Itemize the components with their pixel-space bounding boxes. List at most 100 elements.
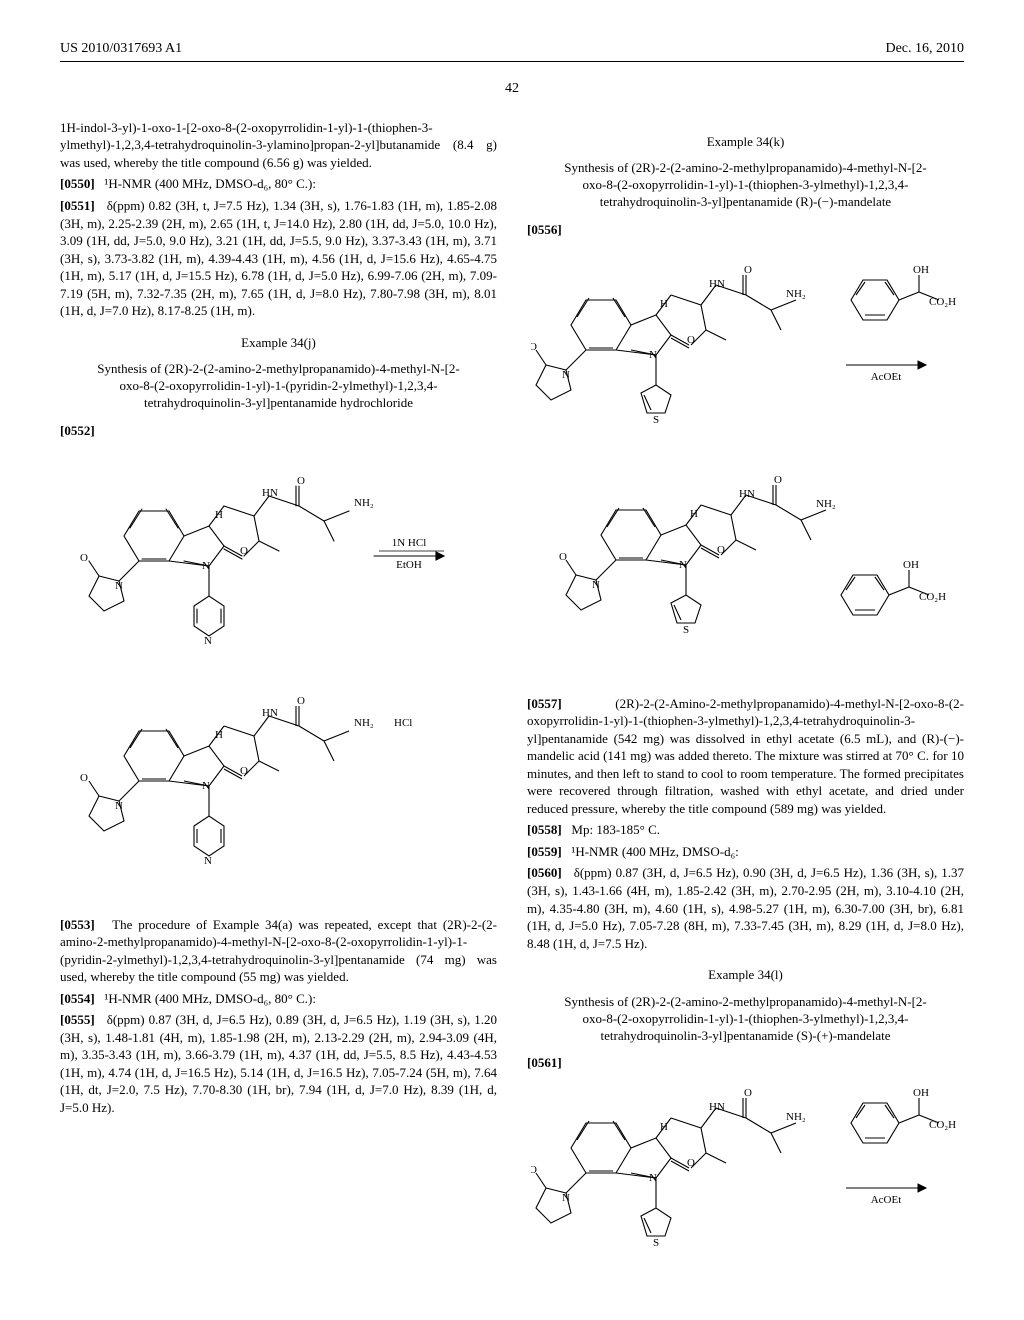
svg-text:O: O bbox=[240, 545, 248, 557]
synthesis-title: Synthesis of (2R)-2-(2-amino-2-methylpro… bbox=[557, 160, 934, 211]
paragraph: [0552] bbox=[60, 422, 497, 440]
chemical-structure-34l: AcOEt OH CO₂H NH₂ HN H O N O O S N bbox=[527, 1078, 964, 1248]
svg-text:EtOH: EtOH bbox=[396, 559, 422, 571]
page-number: 42 bbox=[60, 80, 964, 99]
para-text: δ(ppm) 0.87 (3H, d, J=6.5 Hz), 0.90 (3H,… bbox=[527, 865, 964, 950]
svg-text:O: O bbox=[687, 1157, 695, 1169]
paragraph: [0554] ¹H-NMR (400 MHz, DMSO-d₆, 80° C.)… bbox=[60, 990, 497, 1008]
svg-text:HN: HN bbox=[709, 1101, 725, 1113]
example-heading: Example 34(k) bbox=[527, 133, 964, 151]
svg-text:1N HCl: 1N HCl bbox=[391, 537, 426, 549]
synthesis-title: Synthesis of (2R)-2-(2-amino-2-methylpro… bbox=[90, 361, 467, 412]
example-heading: Example 34(j) bbox=[60, 334, 497, 352]
svg-text:OH: OH bbox=[913, 1087, 929, 1099]
svg-text:HN: HN bbox=[262, 707, 278, 719]
svg-text:H: H bbox=[660, 1121, 668, 1133]
para-number: [0559] bbox=[527, 844, 562, 859]
paragraph: [0551] δ(ppm) 0.82 (3H, t, J=7.5 Hz), 1.… bbox=[60, 197, 497, 320]
svg-text:HN: HN bbox=[739, 488, 755, 500]
svg-text:CO₂H: CO₂H bbox=[919, 591, 946, 603]
svg-text:O: O bbox=[297, 475, 305, 487]
svg-text:OH: OH bbox=[913, 264, 929, 276]
svg-text:O: O bbox=[240, 765, 248, 777]
svg-text:CO₂H: CO₂H bbox=[929, 296, 956, 308]
para-text: ¹H-NMR (400 MHz, DMSO-d₆, 80° C.): bbox=[104, 176, 316, 191]
synthesis-title: Synthesis of (2R)-2-(2-amino-2-methylpro… bbox=[557, 994, 934, 1045]
svg-text:O: O bbox=[717, 544, 725, 556]
paragraph: 1H-indol-3-yl)-1-oxo-1-[2-oxo-8-(2-oxopy… bbox=[60, 119, 497, 172]
para-text: δ(ppm) 0.82 (3H, t, J=7.5 Hz), 1.34 (3H,… bbox=[60, 198, 497, 318]
paragraph: [0555] δ(ppm) 0.87 (3H, d, J=6.5 Hz), 0.… bbox=[60, 1011, 497, 1116]
svg-text:O: O bbox=[559, 551, 567, 563]
paragraph: [0561] bbox=[527, 1054, 964, 1072]
para-text: The procedure of Example 34(a) was repea… bbox=[60, 917, 497, 985]
paragraph: [0557] (2R)-2-(2-Amino-2-methylpropanami… bbox=[527, 695, 964, 818]
paragraph: [0558] Mp: 183-185° C. bbox=[527, 821, 964, 839]
para-text: (2R)-2-(2-Amino-2-methylpropanamido)-4-m… bbox=[527, 696, 964, 816]
para-text: δ(ppm) 0.87 (3H, d, J=6.5 Hz), 0.89 (3H,… bbox=[60, 1012, 497, 1115]
svg-text:NH₂: NH₂ bbox=[816, 498, 836, 510]
svg-text:N: N bbox=[649, 1172, 657, 1184]
svg-text:AcOEt: AcOEt bbox=[870, 371, 901, 383]
svg-text:O: O bbox=[744, 1087, 752, 1099]
svg-text:H: H bbox=[215, 729, 223, 741]
svg-text:N: N bbox=[679, 559, 687, 571]
svg-text:N: N bbox=[562, 1192, 570, 1204]
pub-date: Dec. 16, 2010 bbox=[885, 40, 964, 59]
chemical-structure-34j: 1N HCl EtOH NH₂ HN H N O O N N O bbox=[60, 446, 497, 906]
example-heading: Example 34(l) bbox=[527, 966, 964, 984]
para-text: ¹H-NMR (400 MHz, DMSO-d₆, 80° C.): bbox=[104, 991, 316, 1006]
svg-text:N: N bbox=[202, 780, 210, 792]
svg-text:O: O bbox=[80, 552, 88, 564]
para-number: [0551] bbox=[60, 198, 95, 213]
svg-text:NH₂: NH₂ bbox=[786, 1111, 806, 1123]
paragraph: [0559] ¹H-NMR (400 MHz, DMSO-d₆: bbox=[527, 843, 964, 861]
svg-text:O: O bbox=[80, 772, 88, 784]
svg-text:O: O bbox=[531, 341, 537, 353]
svg-text:AcOEt: AcOEt bbox=[870, 1194, 901, 1206]
svg-text:NH₂: NH₂ bbox=[786, 288, 806, 300]
para-number: [0557] bbox=[527, 696, 562, 711]
svg-text:S: S bbox=[652, 414, 658, 426]
svg-text:N: N bbox=[649, 349, 657, 361]
paragraph: [0556] bbox=[527, 221, 964, 239]
page-header: US 2010/0317693 A1 Dec. 16, 2010 bbox=[60, 40, 964, 62]
svg-text:N: N bbox=[202, 560, 210, 572]
svg-text:O: O bbox=[297, 695, 305, 707]
svg-text:N: N bbox=[115, 800, 123, 812]
left-column: 1H-indol-3-yl)-1-oxo-1-[2-oxo-8-(2-oxopy… bbox=[60, 119, 497, 1258]
svg-text:O: O bbox=[687, 334, 695, 346]
svg-text:H: H bbox=[660, 298, 668, 310]
paragraph: [0560] δ(ppm) 0.87 (3H, d, J=6.5 Hz), 0.… bbox=[527, 864, 964, 952]
svg-text:S: S bbox=[652, 1237, 658, 1248]
paragraph: [0550] ¹H-NMR (400 MHz, DMSO-d₆, 80° C.)… bbox=[60, 175, 497, 193]
pub-number: US 2010/0317693 A1 bbox=[60, 40, 182, 59]
svg-text:O: O bbox=[774, 474, 782, 486]
para-text: ¹H-NMR (400 MHz, DMSO-d₆: bbox=[571, 844, 738, 859]
paragraph: [0553] The procedure of Example 34(a) wa… bbox=[60, 916, 497, 986]
svg-text:NH₂: NH₂ bbox=[354, 497, 374, 509]
para-number: [0558] bbox=[527, 822, 562, 837]
svg-text:O: O bbox=[531, 1164, 537, 1176]
svg-text:HN: HN bbox=[262, 487, 278, 499]
para-number: [0560] bbox=[527, 865, 562, 880]
svg-text:N: N bbox=[204, 635, 212, 647]
svg-text:HCl: HCl bbox=[394, 717, 412, 729]
para-number: [0552] bbox=[60, 423, 95, 438]
para-text: Mp: 183-185° C. bbox=[571, 822, 660, 837]
svg-text:N: N bbox=[592, 579, 600, 591]
para-number: [0553] bbox=[60, 917, 95, 932]
svg-text:OH: OH bbox=[903, 559, 919, 571]
svg-text:CO₂H: CO₂H bbox=[929, 1119, 956, 1131]
para-number: [0556] bbox=[527, 222, 562, 237]
chemical-structure-34k: AcOEt OH CO₂H NH₂ HN H O N O O S N bbox=[527, 245, 964, 685]
para-number: [0555] bbox=[60, 1012, 95, 1027]
para-number: [0554] bbox=[60, 991, 95, 1006]
svg-text:H: H bbox=[215, 509, 223, 521]
right-column: Example 34(k) Synthesis of (2R)-2-(2-ami… bbox=[527, 119, 964, 1258]
svg-text:S: S bbox=[682, 624, 688, 636]
svg-text:H: H bbox=[690, 508, 698, 520]
para-number: [0550] bbox=[60, 176, 95, 191]
svg-text:O: O bbox=[744, 264, 752, 276]
para-number: [0561] bbox=[527, 1055, 562, 1070]
